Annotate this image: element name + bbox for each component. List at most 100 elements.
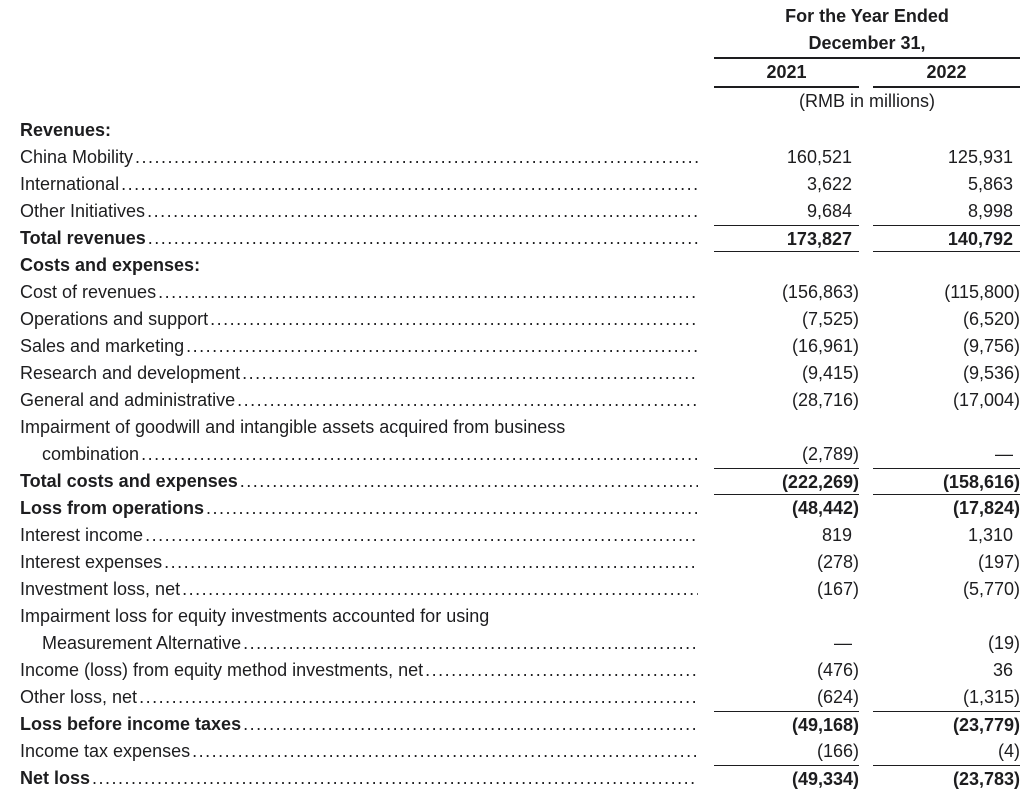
row-label: Interest expenses bbox=[20, 549, 700, 576]
row-value-2021: (278) bbox=[816, 552, 859, 572]
row-value-2022: (9,536) bbox=[962, 363, 1020, 383]
column-header-2021: 2021 bbox=[714, 59, 859, 88]
table-header: For the Year Ended December 31, 2021 202… bbox=[20, 3, 1020, 117]
header-row-period-2: December 31, bbox=[20, 30, 1020, 59]
table-row: Income (loss) from equity method investm… bbox=[20, 657, 1020, 684]
dot-leader bbox=[240, 468, 698, 494]
row-label: Cost of revenues bbox=[20, 279, 700, 306]
row-label: Measurement Alternative bbox=[20, 630, 700, 657]
table-row: China Mobility 160,521 125,931 bbox=[20, 144, 1020, 171]
row-value-2022: (19) bbox=[987, 633, 1020, 653]
row-label: China Mobility bbox=[20, 144, 700, 171]
row-value-2022: 8,998 bbox=[967, 201, 1013, 221]
row-value-2022: (17,824) bbox=[952, 498, 1020, 518]
unit-note: (RMB in millions) bbox=[798, 91, 935, 111]
row-value-2021: (167) bbox=[816, 579, 859, 599]
row-label-text: Investment loss, net bbox=[20, 579, 181, 599]
dot-leader bbox=[186, 333, 698, 359]
table-row: Interest expenses (278) (197) bbox=[20, 549, 1020, 576]
row-value-2022: (17,004) bbox=[952, 390, 1020, 410]
row-value-2021: 9,684 bbox=[806, 201, 852, 221]
table-row: Income tax expenses (166) (4) bbox=[20, 738, 1020, 765]
dot-leader bbox=[243, 630, 698, 656]
row-label-text: Sales and marketing bbox=[20, 336, 185, 356]
row-value-2022: (1,315) bbox=[962, 687, 1020, 707]
row-label: Costs and expenses: bbox=[20, 252, 700, 279]
period-title-line2: December 31, bbox=[714, 30, 1020, 59]
row-value-2022: 36 bbox=[992, 660, 1013, 680]
row-value-2022 bbox=[873, 117, 1020, 144]
row-label-text: Revenues: bbox=[20, 120, 112, 140]
row-label-text: Net loss bbox=[20, 768, 91, 788]
row-label-text: Cost of revenues bbox=[20, 282, 157, 302]
row-value-2022: 5,863 bbox=[967, 174, 1013, 194]
row-value-2022 bbox=[873, 603, 1020, 630]
dot-leader bbox=[92, 765, 698, 791]
dot-leader bbox=[147, 198, 698, 224]
row-label-text: Measurement Alternative bbox=[42, 633, 242, 653]
row-label-text: Impairment loss for equity investments a… bbox=[20, 606, 490, 626]
row-value-2021: (222,269) bbox=[714, 468, 859, 495]
row-value-2021: (49,334) bbox=[714, 765, 859, 792]
dot-leader bbox=[237, 387, 698, 413]
row-value-2022 bbox=[873, 252, 1020, 279]
table-row: Investment loss, net (167) (5,770) bbox=[20, 576, 1020, 603]
row-label-text: Costs and expenses: bbox=[20, 255, 201, 275]
dot-leader bbox=[121, 171, 698, 197]
row-value-2022: (115,800) bbox=[944, 282, 1020, 302]
dot-leader bbox=[145, 522, 698, 548]
dot-leader bbox=[182, 576, 698, 602]
table-row: Revenues: bbox=[20, 117, 1020, 144]
row-label-text: Interest expenses bbox=[20, 552, 163, 572]
dot-leader bbox=[135, 144, 698, 170]
row-value-2021: (9,415) bbox=[801, 363, 859, 383]
row-label: International bbox=[20, 171, 700, 198]
table-row: Net loss (49,334) (23,783) bbox=[20, 765, 1020, 792]
header-row-period-1: For the Year Ended bbox=[20, 3, 1020, 30]
row-value-2022: (6,520) bbox=[962, 309, 1020, 329]
row-value-2022: (9,756) bbox=[962, 336, 1020, 356]
table-row: Interest income 819 1,310 bbox=[20, 522, 1020, 549]
row-value-2021: 160,521 bbox=[786, 147, 852, 167]
row-label-text: Research and development bbox=[20, 363, 241, 383]
table-row: Sales and marketing (16,961) (9,756) bbox=[20, 333, 1020, 360]
row-label: Other loss, net bbox=[20, 684, 700, 711]
row-label-text: Loss from operations bbox=[20, 498, 205, 518]
row-value-2021 bbox=[714, 603, 859, 630]
row-value-2021: (624) bbox=[816, 687, 859, 707]
table-row: Other loss, net (624) (1,315) bbox=[20, 684, 1020, 711]
row-label: General and administrative bbox=[20, 387, 700, 414]
row-label-text: General and administrative bbox=[20, 390, 236, 410]
row-label: Impairment loss for equity investments a… bbox=[20, 603, 700, 630]
table-row: Impairment loss for equity investments a… bbox=[20, 603, 1020, 630]
dot-leader bbox=[243, 711, 698, 737]
table-row: Loss from operations (48,442) (17,824) bbox=[20, 495, 1020, 522]
row-value-2021: (7,525) bbox=[801, 309, 859, 329]
column-header-2022: 2022 bbox=[873, 59, 1020, 88]
row-label: Interest income bbox=[20, 522, 700, 549]
table-row: Other Initiatives 9,684 8,998 bbox=[20, 198, 1020, 225]
dot-leader bbox=[206, 495, 698, 521]
row-label-text: Impairment of goodwill and intangible as… bbox=[20, 417, 566, 437]
financial-table-body: Revenues: China Mobility 160,521 125,931 Int… bbox=[20, 117, 1020, 792]
row-value-2021 bbox=[714, 252, 859, 279]
row-label: Investment loss, net bbox=[20, 576, 700, 603]
row-label: Income tax expenses bbox=[20, 738, 700, 765]
row-value-2021: (28,716) bbox=[791, 390, 859, 410]
row-label: Research and development bbox=[20, 360, 700, 387]
row-label-text: combination bbox=[42, 444, 140, 464]
row-label: Net loss bbox=[20, 765, 700, 792]
row-label-text: Total revenues bbox=[20, 228, 146, 248]
row-value-2021 bbox=[714, 414, 859, 441]
dot-leader bbox=[210, 306, 698, 332]
row-label: Income (loss) from equity method investm… bbox=[20, 657, 700, 684]
row-value-2021: (156,863) bbox=[781, 282, 859, 302]
row-value-2021: 3,622 bbox=[806, 174, 852, 194]
dot-leader bbox=[139, 684, 698, 710]
row-value-2021: (2,789) bbox=[801, 444, 859, 464]
row-label-text: Income tax expenses bbox=[20, 741, 191, 761]
row-label-text: International bbox=[20, 174, 120, 194]
row-value-2022: 1,310 bbox=[967, 525, 1013, 545]
row-label: Revenues: bbox=[20, 117, 700, 144]
